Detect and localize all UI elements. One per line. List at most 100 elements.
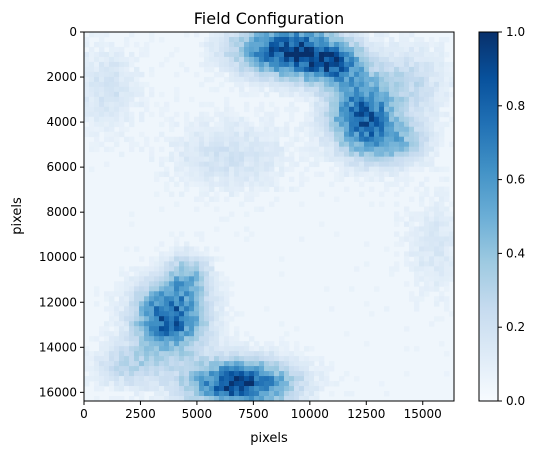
- heatmap-cell: [204, 271, 210, 277]
- heatmap-cell: [224, 301, 230, 307]
- heatmap-cell: [184, 116, 190, 123]
- heatmap-cell: [254, 71, 260, 78]
- heatmap-cell: [434, 146, 440, 153]
- heatmap-cell: [159, 286, 165, 292]
- heatmap-cell: [244, 371, 250, 377]
- heatmap-cell: [384, 116, 390, 123]
- heatmap-cell: [184, 286, 190, 292]
- heatmap-cell: [329, 381, 335, 387]
- heatmap-cell: [109, 56, 115, 63]
- heatmap-cell: [114, 91, 120, 98]
- heatmap-cell: [209, 186, 215, 192]
- heatmap-cell: [229, 306, 235, 312]
- heatmap-cell: [254, 41, 260, 48]
- heatmap-cell: [444, 91, 450, 98]
- heatmap-cell: [439, 261, 445, 267]
- heatmap-cell: [184, 271, 190, 277]
- heatmap-cell: [359, 141, 365, 148]
- heatmap-cell: [409, 146, 415, 153]
- heatmap-image: [84, 32, 454, 401]
- heatmap-cell: [159, 301, 165, 307]
- heatmap-cell: [204, 296, 210, 302]
- heatmap-cell: [289, 156, 295, 163]
- heatmap-cell: [434, 301, 440, 307]
- heatmap-cell: [384, 126, 390, 133]
- heatmap-cell: [264, 161, 270, 168]
- heatmap-cell: [164, 321, 170, 327]
- heatmap-cell: [354, 176, 360, 182]
- heatmap-cell: [84, 376, 90, 382]
- heatmap-cell: [364, 161, 370, 168]
- heatmap-cell: [299, 66, 305, 73]
- heatmap-cell: [124, 301, 130, 307]
- heatmap-cell: [264, 76, 270, 83]
- heatmap-cell: [169, 346, 175, 352]
- heatmap-cell: [119, 56, 125, 63]
- heatmap-cell: [134, 336, 140, 342]
- heatmap-cell: [399, 111, 405, 118]
- heatmap-cell: [304, 396, 310, 401]
- heatmap-cell: [154, 321, 160, 327]
- heatmap-cell: [234, 366, 240, 372]
- heatmap-cell: [209, 51, 215, 58]
- heatmap-cell: [429, 106, 435, 113]
- heatmap-cell: [414, 36, 420, 43]
- heatmap-cell: [444, 276, 450, 282]
- heatmap-cell: [114, 46, 120, 53]
- heatmap-cell: [224, 61, 230, 68]
- heatmap-cell: [329, 116, 335, 123]
- heatmap-cell: [249, 376, 255, 382]
- heatmap-cell: [369, 91, 375, 98]
- heatmap-cell: [354, 161, 360, 168]
- colorbar: [478, 31, 499, 402]
- heatmap-cell: [219, 341, 225, 347]
- heatmap-cell: [199, 146, 205, 153]
- heatmap-cell: [299, 181, 305, 187]
- heatmap-cell: [319, 191, 325, 197]
- heatmap-cell: [179, 281, 185, 287]
- heatmap-cell: [184, 66, 190, 73]
- heatmap-cell: [189, 391, 195, 397]
- heatmap-cell: [294, 381, 300, 387]
- heatmap-cell: [234, 326, 240, 332]
- heatmap-cell: [174, 181, 180, 187]
- heatmap-cell: [294, 361, 300, 367]
- heatmap-cell: [239, 356, 245, 362]
- heatmap-cell: [114, 76, 120, 83]
- heatmap-cell: [124, 316, 130, 322]
- heatmap-cell: [309, 32, 315, 38]
- heatmap-cell: [239, 371, 245, 377]
- heatmap-cell: [89, 116, 95, 123]
- heatmap-cell: [344, 161, 350, 168]
- heatmap-cell: [109, 121, 115, 128]
- heatmap-cell: [449, 91, 454, 98]
- heatmap-cell: [129, 376, 135, 382]
- heatmap-cell: [344, 171, 350, 178]
- heatmap-cell: [94, 111, 100, 118]
- x-tick-label: 2500: [125, 407, 156, 421]
- heatmap-cell: [229, 381, 235, 387]
- heatmap-cell: [254, 32, 260, 38]
- heatmap-cell: [294, 41, 300, 48]
- heatmap-cell: [184, 266, 190, 272]
- heatmap-cell: [324, 136, 330, 143]
- x-tick-label: 12500: [347, 407, 385, 421]
- heatmap-cell: [284, 131, 290, 138]
- heatmap-cell: [229, 32, 235, 38]
- heatmap-cell: [249, 171, 255, 178]
- heatmap-cell: [264, 116, 270, 123]
- heatmap-cell: [104, 371, 110, 377]
- heatmap-cell: [419, 36, 425, 43]
- heatmap-cell: [309, 361, 315, 367]
- heatmap-cell: [179, 336, 185, 342]
- heatmap-cell: [279, 336, 285, 342]
- heatmap-cell: [304, 71, 310, 78]
- heatmap-cell: [154, 341, 160, 347]
- heatmap-cell: [389, 71, 395, 78]
- heatmap-cell: [429, 236, 435, 242]
- heatmap-cell: [374, 141, 380, 148]
- heatmap-cell: [254, 171, 260, 178]
- heatmap-cell: [249, 356, 255, 362]
- heatmap-cell: [184, 391, 190, 397]
- heatmap-cell: [219, 316, 225, 322]
